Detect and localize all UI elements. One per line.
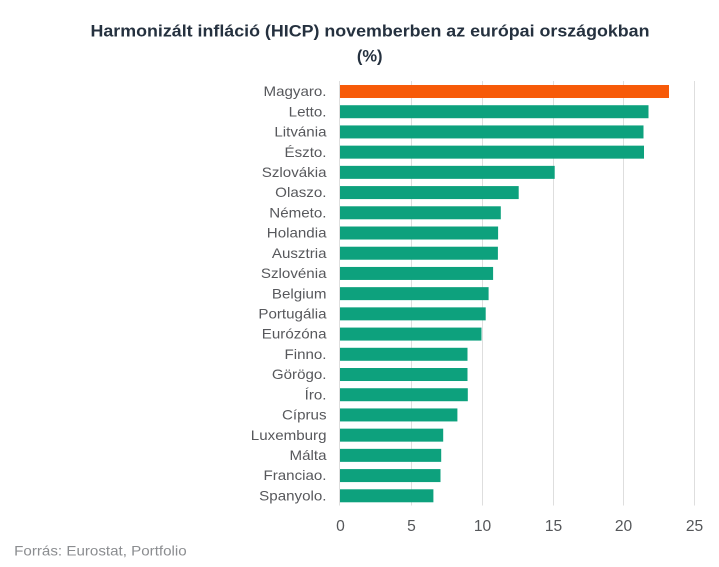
svg-text:15: 15	[545, 518, 563, 535]
svg-text:Belgium: Belgium	[272, 285, 327, 301]
svg-text:Cíprus: Cíprus	[282, 407, 327, 423]
svg-text:Észto.: Észto.	[285, 144, 327, 160]
svg-text:Ausztria: Ausztria	[272, 245, 327, 261]
svg-text:Szlovákia: Szlovákia	[262, 164, 327, 180]
svg-text:20: 20	[615, 518, 633, 535]
svg-text:Eurózóna: Eurózóna	[262, 326, 327, 342]
svg-text:Szlovénia: Szlovénia	[261, 265, 327, 281]
svg-text:Spanyolo.: Spanyolo.	[259, 487, 326, 503]
svg-text:Portugália: Portugália	[258, 305, 326, 321]
svg-text:Finno.: Finno.	[285, 346, 327, 362]
svg-text:Íro.: Íro.	[305, 386, 327, 402]
svg-text:Franciao.: Franciao.	[264, 467, 327, 483]
svg-text:Olaszo.: Olaszo.	[275, 184, 326, 200]
svg-text:5: 5	[407, 518, 416, 535]
svg-text:Forrás: Eurostat, Portfolio: Forrás: Eurostat, Portfolio	[14, 542, 187, 558]
svg-text:Holandia: Holandia	[267, 225, 327, 241]
svg-text:25: 25	[686, 518, 704, 535]
svg-text:Málta: Málta	[290, 447, 327, 463]
svg-text:Németo.: Németo.	[269, 204, 326, 220]
svg-text:Luxemburg: Luxemburg	[251, 427, 327, 443]
svg-text:0: 0	[336, 518, 345, 535]
svg-text:Litvánia: Litvánia	[274, 124, 326, 140]
svg-text:(%): (%)	[357, 47, 383, 65]
svg-text:10: 10	[474, 518, 492, 535]
svg-text:Harmonizált infláció (HICP) no: Harmonizált infláció (HICP) novemberben …	[91, 22, 650, 40]
svg-text:Letto.: Letto.	[289, 103, 327, 119]
svg-text:Görögo.: Görögo.	[272, 366, 327, 382]
svg-text:Magyaro.: Magyaro.	[264, 83, 327, 99]
